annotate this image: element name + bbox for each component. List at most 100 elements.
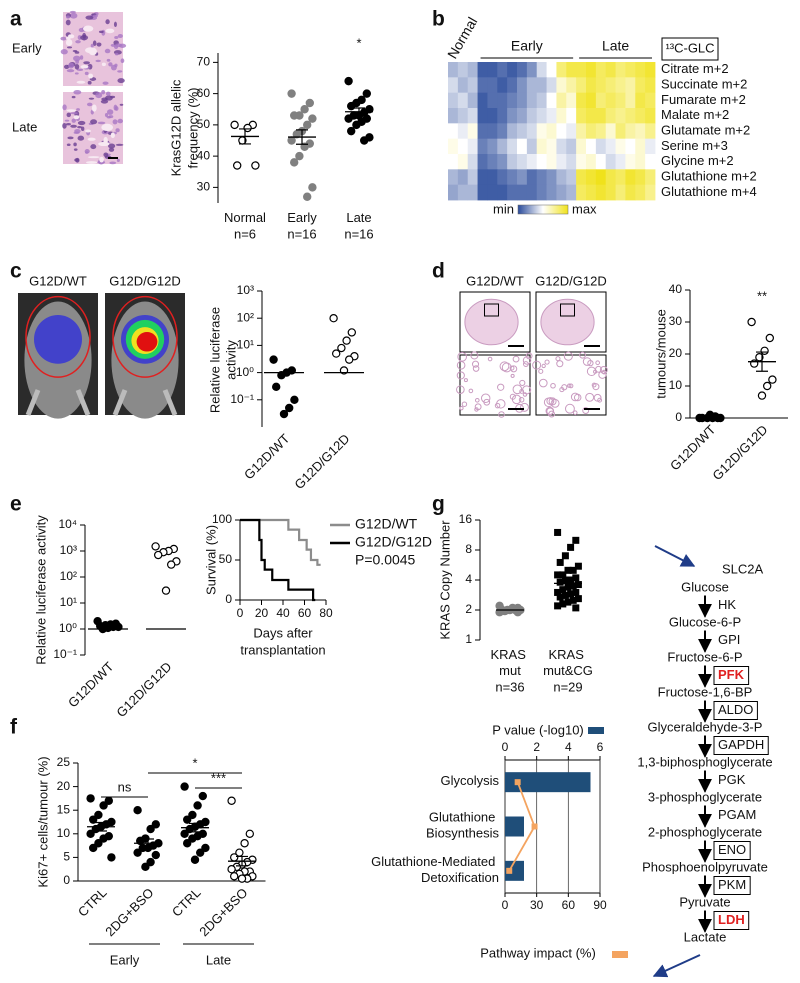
data-point <box>269 355 278 364</box>
y-tick-label: 20 <box>57 779 71 793</box>
group-label: Late <box>206 952 231 967</box>
heatmap-cell <box>576 184 587 201</box>
heatmap-cell <box>615 154 626 170</box>
heatmap-cell <box>448 154 459 170</box>
alveolus <box>509 365 515 371</box>
heatmap-cell <box>517 62 528 78</box>
alveolus <box>593 369 598 374</box>
enzyme: LDH <box>718 912 745 927</box>
data-point <box>574 562 582 570</box>
data-point <box>243 123 252 133</box>
micrograph-cell <box>119 103 124 106</box>
heatmap-cell <box>477 138 488 155</box>
alveolus <box>520 402 529 412</box>
heatmap-cell <box>497 77 508 94</box>
panel-label: g <box>432 493 445 516</box>
heatmap-cell <box>497 92 508 109</box>
data-point <box>188 810 197 820</box>
heatmap-cell <box>605 77 616 94</box>
alveolus <box>538 368 544 374</box>
data-point <box>151 820 160 829</box>
heatmap-cell <box>507 184 518 201</box>
micrograph-cell <box>64 119 70 122</box>
heatmap-cell <box>595 92 607 109</box>
micrograph-cell <box>60 36 67 41</box>
heatmap-cell <box>477 62 488 78</box>
heatmap-cell <box>507 138 518 155</box>
data-point <box>182 839 192 848</box>
x2-tick-label: 90 <box>593 898 607 912</box>
alveolus <box>459 406 464 411</box>
alveolus <box>538 378 548 388</box>
data-point <box>561 576 569 584</box>
heatmap-cell <box>635 184 646 201</box>
data-point <box>574 581 582 589</box>
heatmap-cell <box>546 169 557 186</box>
image-label: G12D/WT <box>466 273 524 288</box>
alveolus <box>499 361 510 372</box>
heatmap-cell <box>467 77 478 94</box>
y-tick-label: Glutathione Biosynthesis <box>426 810 499 841</box>
heatmap-cell <box>517 154 528 170</box>
heatmap-cell <box>595 184 607 201</box>
micrograph-cell <box>109 161 117 165</box>
alveolus <box>543 397 554 408</box>
alveolus <box>518 397 525 403</box>
heatmap-cell <box>457 169 469 186</box>
y-tick-label: 4 <box>465 572 472 586</box>
micrograph-space <box>66 109 77 112</box>
heatmap-cell <box>507 108 518 124</box>
heatmap-cell <box>517 92 528 109</box>
data-point <box>166 560 176 569</box>
data-point <box>561 552 569 560</box>
data-point <box>569 566 577 574</box>
heatmap-cell <box>645 108 656 124</box>
micrograph-space <box>80 65 89 69</box>
label-box <box>661 37 719 61</box>
micrograph-cell <box>97 121 106 125</box>
alveolus <box>593 393 602 402</box>
y-tick-label: 0 <box>63 873 70 887</box>
alveolus <box>512 355 520 363</box>
micrograph-cell <box>67 46 73 49</box>
data-point <box>564 583 572 591</box>
data-point <box>572 574 580 582</box>
data-point <box>86 829 95 839</box>
heatmap-cell <box>487 169 498 186</box>
micrograph-cell <box>108 143 116 149</box>
data-point <box>344 76 353 86</box>
impact-point <box>531 823 538 830</box>
metabolite: Glucose <box>681 579 729 594</box>
data-point <box>308 114 317 123</box>
heatmap-cell <box>605 62 616 78</box>
data-point <box>88 815 98 824</box>
data-point <box>559 571 567 579</box>
y-tick-label: 10¹ <box>60 595 77 609</box>
data-point <box>567 590 575 598</box>
heatmap-cell <box>586 123 597 140</box>
y-tick-label: 30 <box>197 180 211 194</box>
y-tick-label: 16 <box>459 512 473 526</box>
data-point <box>240 839 249 848</box>
survival-curve <box>240 518 321 566</box>
heatmap-cell <box>566 92 577 109</box>
data-point <box>133 848 142 857</box>
data-point <box>99 834 108 843</box>
heatmap-cell <box>457 108 469 124</box>
heatmap-cell <box>576 123 587 140</box>
image-label: Early <box>12 40 42 55</box>
heatmap-cell <box>507 77 518 94</box>
micrograph-cell <box>66 143 71 147</box>
heatmap-cell <box>645 62 656 78</box>
micrograph-cell <box>68 62 75 69</box>
y-tick-label: 10² <box>237 310 254 324</box>
alveolus <box>591 382 597 388</box>
micrograph-cell <box>101 89 106 95</box>
metabolite: Fructose-1,6-BP <box>658 684 753 699</box>
heatmap-cell <box>448 108 459 124</box>
significance-label: ** <box>757 288 767 303</box>
enzyme: PGAM <box>718 807 756 822</box>
micrograph-space <box>110 132 115 139</box>
data-point <box>227 796 236 805</box>
heatmap-cell <box>645 169 656 186</box>
